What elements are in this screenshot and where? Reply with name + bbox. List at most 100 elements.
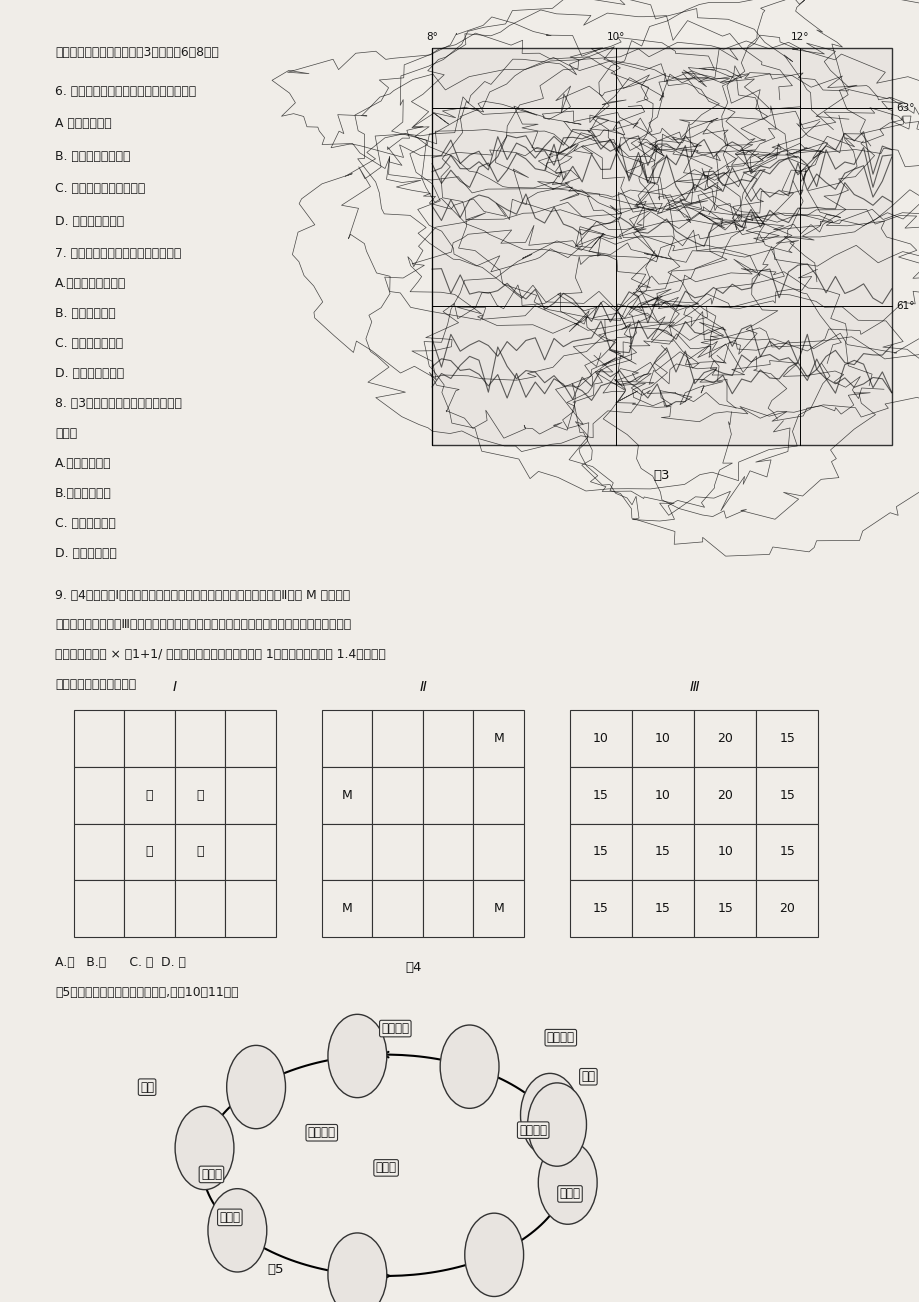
Bar — [225, 710, 276, 767]
Text: C. 有众多的内陆湖: C. 有众多的内陆湖 — [55, 337, 123, 350]
Bar — [423, 880, 473, 937]
Text: 10: 10 — [654, 789, 670, 802]
Bar — [175, 880, 225, 937]
Text: 粪便: 粪便 — [581, 1070, 595, 1083]
Text: 图5为某地循环经济示意图。读图,回答10～11题。: 图5为某地循环经济示意图。读图,回答10～11题。 — [55, 986, 238, 999]
Text: 10: 10 — [717, 845, 732, 858]
Bar — [693, 880, 755, 937]
Text: 15: 15 — [593, 789, 608, 802]
Text: D. 有漫长的海岸线: D. 有漫长的海岸线 — [55, 367, 124, 380]
Circle shape — [439, 1025, 498, 1108]
Text: 8°: 8° — [425, 31, 437, 42]
Text: 6. 海洋渗透能发电厂最佳的区位应选择在: 6. 海洋渗透能发电厂最佳的区位应选择在 — [55, 85, 196, 98]
Text: A.甲   B.乙      C. 丙  D. 丁: A.甲 B.乙 C. 丙 D. 丁 — [55, 956, 186, 969]
Bar — [74, 710, 124, 767]
Text: 10: 10 — [654, 732, 670, 745]
Bar — [755, 823, 817, 880]
Bar — [225, 880, 276, 937]
Circle shape — [464, 1213, 523, 1297]
Circle shape — [208, 1189, 267, 1272]
Bar — [322, 880, 372, 937]
Bar — [631, 880, 693, 937]
Text: 玉米收割: 玉米收割 — [308, 1126, 335, 1139]
Bar — [124, 880, 175, 937]
Text: D. 断裂下陷作用: D. 断裂下陷作用 — [55, 547, 117, 560]
Text: A.有雄厚的经济基础: A.有雄厚的经济基础 — [55, 277, 126, 290]
Text: 9. 图4网格资料Ⅰ中的甲、乙、丙、丁是四块土地的代码，网格资料Ⅱ中的 M 为新建地: 9. 图4网格资料Ⅰ中的甲、乙、丙、丁是四块土地的代码，网格资料Ⅱ中的 M 为新… — [55, 589, 350, 602]
Text: 63°: 63° — [895, 103, 913, 113]
Text: D. 拾度大的湖海中: D. 拾度大的湖海中 — [55, 215, 124, 228]
Bar — [570, 823, 631, 880]
Bar — [175, 767, 225, 823]
Text: Ⅲ: Ⅲ — [688, 680, 698, 694]
Bar — [372, 880, 423, 937]
Bar — [473, 823, 524, 880]
Text: 铁站位置，网格数据Ⅲ为目前地价，如果地价随着离最近地铁站的距离而变化，计算式为：: 铁站位置，网格数据Ⅲ为目前地价，如果地价随着离最近地铁站的距离而变化，计算式为： — [55, 618, 351, 631]
Bar — [225, 823, 276, 880]
Text: M: M — [493, 902, 504, 915]
Text: M: M — [341, 789, 352, 802]
Text: 秸秆: 秸秆 — [140, 1081, 153, 1094]
Circle shape — [520, 1073, 579, 1156]
Circle shape — [538, 1141, 596, 1224]
Text: Ⅰ: Ⅰ — [173, 680, 176, 694]
Circle shape — [327, 1014, 386, 1098]
Text: 20: 20 — [778, 902, 794, 915]
Bar — [755, 880, 817, 937]
Bar — [473, 767, 524, 823]
Text: 20: 20 — [717, 732, 732, 745]
Text: 图3: 图3 — [653, 469, 669, 482]
Text: C. 人口密度大的沿海城市: C. 人口密度大的沿海城市 — [55, 182, 145, 195]
Bar — [693, 767, 755, 823]
Bar — [372, 710, 423, 767]
Bar — [423, 823, 473, 880]
Bar — [423, 710, 473, 767]
Bar — [322, 823, 372, 880]
Bar — [74, 823, 124, 880]
Text: 作用是: 作用是 — [55, 427, 77, 440]
Bar — [175, 710, 225, 767]
Text: 结合挪威等高线地形图（图3），回答6～8题。: 结合挪威等高线地形图（图3），回答6～8题。 — [55, 46, 219, 59]
Text: 15: 15 — [654, 845, 670, 858]
Bar — [473, 710, 524, 767]
Text: 20: 20 — [717, 789, 732, 802]
Text: 图4: 图4 — [405, 961, 422, 974]
Bar — [755, 767, 817, 823]
Bar — [372, 767, 423, 823]
Bar — [570, 767, 631, 823]
Text: M: M — [493, 732, 504, 745]
Text: B.冰川侵蚀作用: B.冰川侵蚀作用 — [55, 487, 112, 500]
Text: 15: 15 — [593, 902, 608, 915]
Text: 产玉米: 产玉米 — [219, 1211, 240, 1224]
Text: 新地价＝原地价 × （1+1/ 距离）。假设相邻方格距离为 1，斜角方格距离为 1.4，则地铁: 新地价＝原地价 × （1+1/ 距离）。假设相邻方格距离为 1，斜角方格距离为 … — [55, 648, 385, 661]
Text: 61°: 61° — [895, 301, 913, 311]
Bar — [631, 823, 693, 880]
Text: Ⅱ: Ⅱ — [419, 680, 425, 694]
Bar — [631, 767, 693, 823]
Text: C. 流水侵蚀作用: C. 流水侵蚀作用 — [55, 517, 116, 530]
Text: B. 风平浪静的海湾中: B. 风平浪静的海湾中 — [55, 150, 130, 163]
Bar — [423, 767, 473, 823]
Text: 甲: 甲 — [145, 789, 153, 802]
Text: 站完工后，地价最高的是: 站完工后，地价最高的是 — [55, 678, 136, 691]
Bar — [322, 767, 372, 823]
Text: 15: 15 — [654, 902, 670, 915]
Text: B. 有稠密的河网: B. 有稠密的河网 — [55, 307, 116, 320]
Text: 乙: 乙 — [196, 789, 203, 802]
Bar — [473, 880, 524, 937]
Text: A.波浪侵蚀作用: A.波浪侵蚀作用 — [55, 457, 111, 470]
Bar — [322, 710, 372, 767]
Text: 15: 15 — [778, 789, 794, 802]
Circle shape — [528, 1083, 585, 1167]
Bar — [631, 710, 693, 767]
Text: 牛粪发酵: 牛粪发酵 — [518, 1124, 547, 1137]
Text: 10°: 10° — [607, 31, 624, 42]
Text: 10: 10 — [593, 732, 608, 745]
Text: M: M — [341, 902, 352, 915]
Text: 15: 15 — [778, 845, 794, 858]
Bar — [74, 767, 124, 823]
Bar — [432, 48, 891, 445]
Circle shape — [327, 1233, 386, 1302]
Bar — [225, 767, 276, 823]
Bar — [124, 767, 175, 823]
